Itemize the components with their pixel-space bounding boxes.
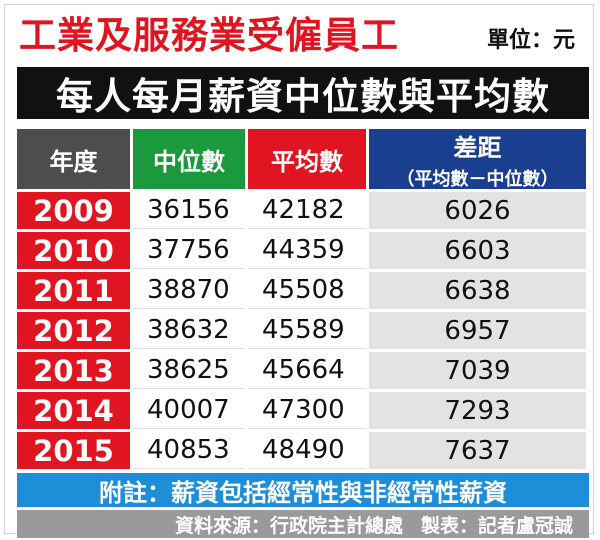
cell-median: 36156 xyxy=(133,192,245,229)
cell-average: 44359 xyxy=(248,232,366,269)
cell-diff: 7039 xyxy=(369,352,586,389)
table-row: 2013 38625 45664 7039 xyxy=(17,352,589,389)
table-header-row: 年度 中位數 平均數 差距 （平均數－中位數） xyxy=(17,129,589,190)
table-body: 2009 36156 42182 6026 2010 37756 44359 6603 2011… xyxy=(17,192,589,469)
table-row: 2010 37756 44359 6603 xyxy=(17,232,589,269)
salary-table: 年度 中位數 平均數 差距 （平均數－中位數） 2009 36156 42182 60… xyxy=(17,129,589,469)
data-source: 資料來源：行政院主計總處 xyxy=(174,514,403,537)
cell-median: 38632 xyxy=(133,312,245,349)
cell-average: 48490 xyxy=(248,432,366,469)
cell-year: 2014 xyxy=(17,392,130,429)
cell-year: 2009 xyxy=(17,192,130,229)
page-title: 工業及服務業受僱員工 xyxy=(19,14,399,57)
cell-year: 2012 xyxy=(17,312,130,349)
header-diff-label: 差距 xyxy=(453,133,502,162)
header-median: 中位數 xyxy=(133,129,245,189)
cell-average: 45589 xyxy=(248,312,366,349)
source-bar: 資料來源：行政院主計總處 製表：記者盧冠誠 xyxy=(17,510,589,538)
table-row: 2011 38870 45508 6638 xyxy=(17,272,589,309)
cell-average: 42182 xyxy=(248,192,366,229)
header-diff-sublabel: （平均數－中位數） xyxy=(396,168,559,190)
header-average-label: 平均數 xyxy=(271,147,343,176)
header-diff: 差距 （平均數－中位數） xyxy=(369,129,586,190)
cell-median: 40853 xyxy=(133,432,245,469)
cell-diff: 6957 xyxy=(369,312,586,349)
cell-median: 37756 xyxy=(133,232,245,269)
cell-average: 45664 xyxy=(248,352,366,389)
header-year: 年度 xyxy=(17,129,130,189)
header-year-label: 年度 xyxy=(49,147,98,176)
cell-year: 2015 xyxy=(17,432,130,469)
table-row: 2014 40007 47300 7293 xyxy=(17,392,589,429)
cell-median: 38870 xyxy=(133,272,245,309)
header-median-label: 中位數 xyxy=(153,147,225,176)
table-row: 2012 38632 45589 6957 xyxy=(17,312,589,349)
header-average: 平均數 xyxy=(248,129,366,189)
table-row: 2009 36156 42182 6026 xyxy=(17,192,589,229)
cell-diff: 7637 xyxy=(369,432,586,469)
credit: 製表：記者盧冠誠 xyxy=(420,514,573,537)
cell-diff: 6603 xyxy=(369,232,586,269)
cell-year: 2013 xyxy=(17,352,130,389)
cell-average: 45508 xyxy=(248,272,366,309)
table-subtitle: 每人每月薪資中位數與平均數 xyxy=(17,67,589,119)
cell-median: 40007 xyxy=(133,392,245,429)
cell-diff: 7293 xyxy=(369,392,586,429)
cell-year: 2010 xyxy=(17,232,130,269)
cell-year: 2011 xyxy=(17,272,130,309)
table-row: 2015 40853 48490 7637 xyxy=(17,432,589,469)
infographic-frame: 工業及服務業受僱員工 單位：元 每人每月薪資中位數與平均數 年度 中位數 平均數… xyxy=(4,4,594,538)
cell-average: 47300 xyxy=(248,392,366,429)
footnote: 附註：薪資包括經常性與非經常性薪資 xyxy=(17,473,589,507)
cell-median: 38625 xyxy=(133,352,245,389)
cell-diff: 6638 xyxy=(369,272,586,309)
unit-label: 單位：元 xyxy=(486,28,575,53)
cell-diff: 6026 xyxy=(369,192,586,229)
